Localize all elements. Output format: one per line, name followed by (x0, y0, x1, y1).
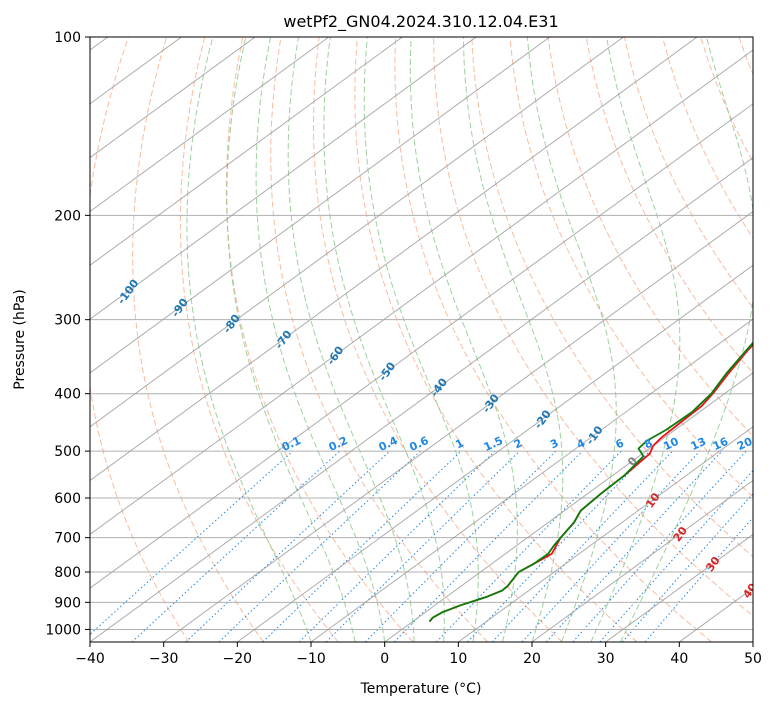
x-tick-label: 50 (744, 651, 762, 667)
dry-adiabat-line (226, 37, 413, 642)
y-tick-label: 300 (54, 313, 81, 329)
isotherm-label: -60 (324, 344, 346, 368)
isotherm-label: 30 (703, 554, 723, 574)
isotherm-grid-line (532, 37, 775, 642)
isotherm-grid-line (0, 37, 402, 642)
isotherm-grid-line (0, 37, 623, 642)
dry-adiabats (83, 37, 775, 642)
y-tick-label: 600 (54, 491, 81, 507)
isotherm-label: -30 (480, 391, 502, 415)
isotherm-grid-line (606, 37, 775, 642)
mixing-ratio-line (326, 451, 519, 642)
x-axis-label: Temperature (°C) (360, 681, 482, 697)
mixing-ratio-lines (82, 451, 775, 642)
mixing-ratio-line (600, 451, 771, 642)
mixing-ratio-label: 8 (642, 436, 654, 451)
y-tick-label: 700 (54, 531, 81, 547)
dry-adiabat-line (133, 37, 264, 642)
isotherm-label: -100 (115, 277, 142, 307)
y-tick-label: 1000 (45, 622, 81, 638)
mixing-ratio-line (468, 451, 650, 642)
mixing-ratio-label: 25 (760, 435, 775, 453)
moist-adiabat-line (591, 37, 680, 642)
dry-adiabat-line (739, 37, 775, 642)
mixing-ratio-label: 6 (614, 436, 627, 451)
isotherm-grid-line (237, 37, 775, 642)
isotherms (0, 37, 775, 642)
isotherm-label: -50 (376, 359, 398, 383)
plot-area: 0.10.20.40.611.52346810131620253036-100-… (0, 37, 775, 642)
isotherm-grid-line (0, 37, 255, 642)
isotherm-grid-line (458, 37, 775, 642)
y-axis-label: Pressure (hPa) (12, 289, 28, 389)
dry-adiabat-line (271, 37, 488, 642)
x-tick-label: 10 (449, 651, 467, 667)
isotherm-label: -20 (532, 407, 554, 431)
mixing-ratio-label: 13 (689, 435, 708, 453)
isotherm-grid-line (0, 37, 771, 642)
mixing-ratio-line (299, 451, 495, 642)
moist-adiabat-line (364, 37, 478, 642)
y-tick-label: 100 (54, 30, 81, 46)
isotherm-grid-line (385, 37, 775, 642)
isotherm-label: 20 (671, 524, 691, 544)
dry-adiabat-line (355, 37, 637, 642)
y-tick-label: 500 (54, 444, 81, 460)
y-tick-label: 400 (54, 387, 81, 403)
x-tick-label: 30 (597, 651, 615, 667)
y-axis: 1000 900 800 700 600 500 400 300 200 100 (45, 30, 90, 638)
isotherm-grid-line (311, 37, 775, 642)
moist-adiabat-line (187, 37, 311, 642)
x-tick-label: −20 (223, 651, 253, 667)
mixing-ratio-label: 1 (453, 436, 465, 451)
isotherm-label: -10 (583, 423, 605, 447)
moist-adiabat-line (527, 37, 616, 642)
chart-title: wetPf2_GN04.2024.310.12.04.E31 (283, 12, 558, 32)
isotherm-label: -70 (272, 328, 294, 352)
isotherm-label: -40 (428, 375, 450, 399)
x-axis: −40 −30 −20 −10 0 10 20 30 40 50 (75, 642, 762, 667)
dry-adiabat-line (701, 37, 775, 642)
moist-adiabat-line (464, 37, 563, 642)
mixing-ratio-line (573, 451, 746, 642)
isotherm-grid-line (90, 37, 775, 642)
y-tick-label: 200 (54, 208, 81, 224)
x-tick-label: 0 (380, 651, 389, 667)
x-tick-label: −10 (296, 651, 326, 667)
plot-labels: 0.10.20.40.611.52346810131620253036-100-… (115, 277, 775, 601)
isotherm-label: 40 (740, 581, 760, 601)
mixing-ratio-line (645, 451, 775, 642)
mixing-ratio-line (436, 451, 621, 642)
moist-adiabats (187, 37, 756, 642)
isobars (90, 37, 753, 629)
mixing-ratio-line (219, 451, 421, 642)
isotherm-grid-line (0, 37, 476, 642)
y-tick-label: 800 (54, 565, 81, 581)
x-tick-label: 20 (523, 651, 541, 667)
mixing-ratio-label: 3 (548, 436, 560, 451)
x-tick-label: −30 (149, 651, 179, 667)
mixing-ratio-line (82, 451, 293, 642)
plot-frame (90, 37, 753, 642)
y-tick-label: 900 (54, 595, 81, 611)
x-tick-label: −40 (75, 651, 105, 667)
isotherm-grid-line (753, 37, 775, 642)
mixing-ratio-label: 2 (512, 436, 524, 451)
mixing-ratio-label: 16 (711, 435, 731, 453)
x-tick-label: 40 (670, 651, 688, 667)
